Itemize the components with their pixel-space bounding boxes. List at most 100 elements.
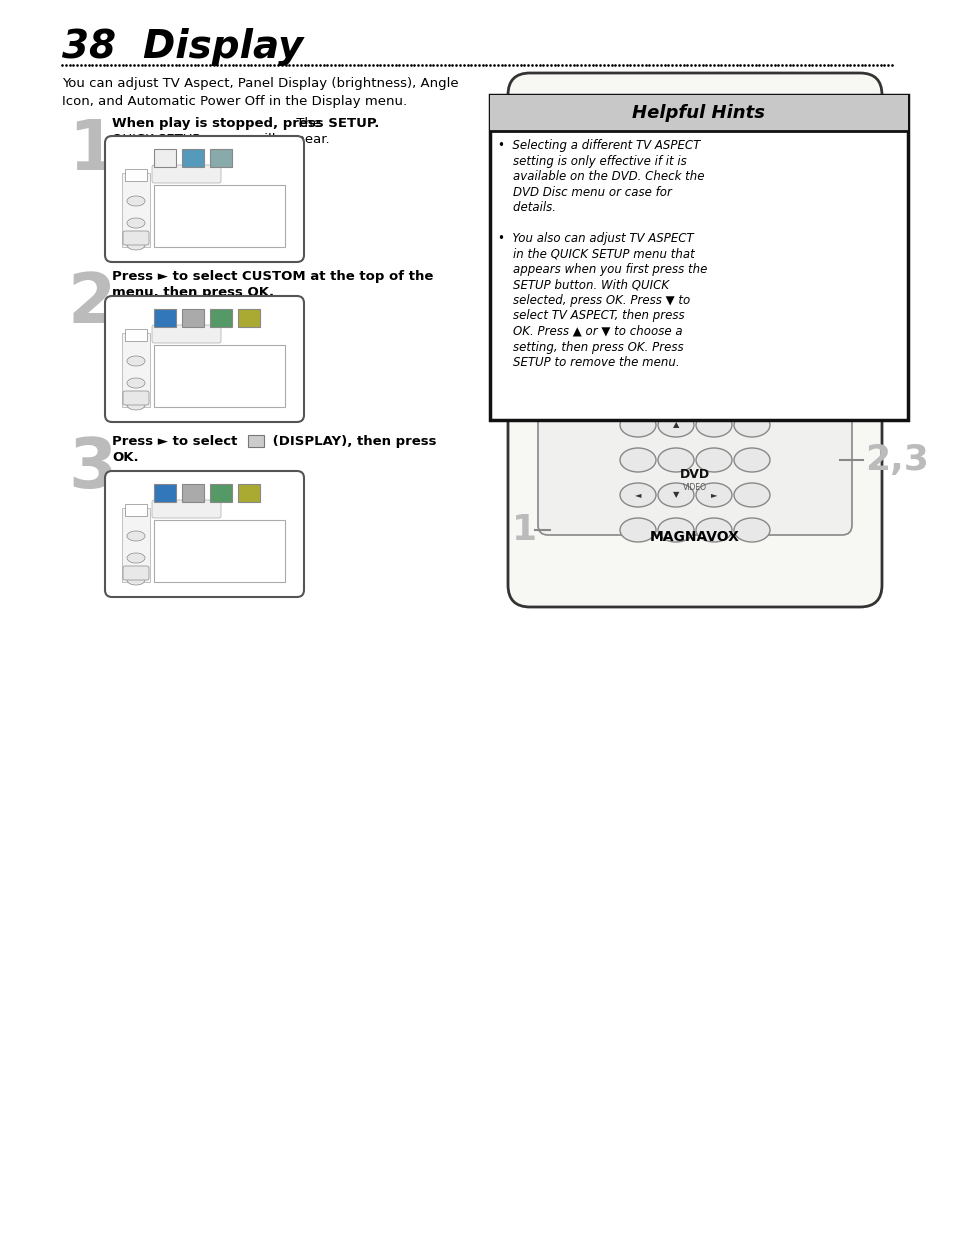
- Bar: [122, 173, 150, 247]
- Text: appears when you first press the: appears when you first press the: [497, 263, 706, 275]
- Text: When play is stopped, press SETUP.: When play is stopped, press SETUP.: [112, 117, 379, 130]
- Ellipse shape: [127, 378, 145, 388]
- Ellipse shape: [658, 517, 693, 542]
- Bar: [237, 309, 260, 327]
- Text: OK.: OK.: [112, 451, 138, 464]
- Text: ▼: ▼: [672, 490, 679, 499]
- Text: VIDEO: VIDEO: [682, 483, 706, 493]
- Ellipse shape: [733, 412, 769, 437]
- Text: details.: details.: [497, 201, 556, 214]
- Bar: [153, 149, 175, 167]
- Ellipse shape: [619, 343, 656, 367]
- Text: QUICK SETUP screen will appear.: QUICK SETUP screen will appear.: [112, 133, 330, 146]
- Ellipse shape: [733, 448, 769, 472]
- Bar: [210, 309, 232, 327]
- Text: 1: 1: [512, 513, 537, 547]
- FancyBboxPatch shape: [123, 566, 149, 580]
- Ellipse shape: [658, 483, 693, 508]
- FancyBboxPatch shape: [537, 156, 851, 535]
- Bar: [182, 149, 204, 167]
- Ellipse shape: [127, 196, 145, 206]
- Ellipse shape: [658, 448, 693, 472]
- Ellipse shape: [619, 412, 656, 437]
- Bar: [182, 484, 204, 501]
- Text: •  You also can adjust TV ASPECT: • You also can adjust TV ASPECT: [497, 232, 693, 245]
- Text: ■: ■: [690, 285, 699, 294]
- Text: ◄◄: ◄◄: [643, 261, 656, 269]
- Text: You can adjust TV Aspect, Panel Display (brightness), Angle
Icon, and Automatic : You can adjust TV Aspect, Panel Display …: [62, 77, 458, 107]
- Bar: [125, 169, 147, 182]
- Ellipse shape: [696, 412, 731, 437]
- Text: DVD Disc menu or case for: DVD Disc menu or case for: [497, 185, 671, 199]
- Text: The: The: [292, 117, 321, 130]
- Ellipse shape: [733, 483, 769, 508]
- Text: available on the DVD. Check the: available on the DVD. Check the: [497, 170, 703, 183]
- Text: 3: 3: [68, 435, 116, 501]
- Text: select TV ASPECT, then press: select TV ASPECT, then press: [497, 310, 684, 322]
- Ellipse shape: [658, 343, 693, 367]
- Ellipse shape: [696, 343, 731, 367]
- Ellipse shape: [697, 198, 732, 222]
- FancyBboxPatch shape: [152, 165, 221, 183]
- Ellipse shape: [127, 553, 145, 563]
- Text: ▶▶: ▶▶: [733, 261, 745, 269]
- Bar: [153, 309, 175, 327]
- Ellipse shape: [733, 343, 769, 367]
- Ellipse shape: [696, 448, 731, 472]
- Bar: [122, 333, 150, 408]
- Ellipse shape: [658, 412, 693, 437]
- Ellipse shape: [619, 448, 656, 472]
- Bar: [182, 309, 204, 327]
- Ellipse shape: [733, 308, 769, 332]
- FancyBboxPatch shape: [105, 471, 304, 597]
- Bar: [237, 484, 260, 501]
- Ellipse shape: [619, 159, 649, 182]
- Bar: [122, 480, 287, 503]
- Text: OK. Press ▲ or ▼ to choose a: OK. Press ▲ or ▼ to choose a: [497, 325, 682, 338]
- Text: setting is only effective if it is: setting is only effective if it is: [497, 154, 686, 168]
- FancyBboxPatch shape: [105, 296, 304, 422]
- Bar: [125, 504, 147, 516]
- Bar: [122, 146, 287, 168]
- Text: 38  Display: 38 Display: [62, 28, 303, 65]
- Text: menu, then press OK.: menu, then press OK.: [112, 287, 274, 299]
- Ellipse shape: [619, 378, 656, 403]
- Text: 2: 2: [68, 270, 116, 337]
- Bar: [490, 95, 907, 420]
- Ellipse shape: [619, 483, 656, 508]
- Text: 2,3: 2,3: [864, 443, 928, 477]
- Text: DVD: DVD: [679, 468, 709, 482]
- Bar: [153, 345, 285, 408]
- Ellipse shape: [718, 251, 761, 279]
- Bar: [153, 520, 285, 582]
- Text: MAGNAVOX: MAGNAVOX: [649, 530, 740, 543]
- Ellipse shape: [127, 531, 145, 541]
- Ellipse shape: [619, 308, 656, 332]
- Ellipse shape: [734, 198, 770, 222]
- Ellipse shape: [696, 483, 731, 508]
- Ellipse shape: [127, 356, 145, 366]
- FancyBboxPatch shape: [152, 325, 221, 343]
- Text: Press ► to select CUSTOM at the top of the: Press ► to select CUSTOM at the top of t…: [112, 270, 433, 283]
- Text: in the QUICK SETUP menu that: in the QUICK SETUP menu that: [497, 247, 694, 261]
- Bar: [122, 508, 150, 582]
- Bar: [210, 149, 232, 167]
- Ellipse shape: [659, 159, 689, 182]
- Ellipse shape: [659, 198, 695, 222]
- Bar: [153, 185, 285, 247]
- FancyBboxPatch shape: [123, 231, 149, 245]
- Ellipse shape: [741, 159, 771, 182]
- Ellipse shape: [619, 517, 656, 542]
- Text: ▶: ▶: [690, 262, 699, 272]
- Text: ▲: ▲: [672, 420, 679, 430]
- Ellipse shape: [127, 400, 145, 410]
- Bar: [153, 484, 175, 501]
- Text: Helpful Hints: Helpful Hints: [632, 104, 764, 122]
- Bar: [490, 95, 907, 131]
- Ellipse shape: [696, 308, 731, 332]
- Ellipse shape: [733, 378, 769, 403]
- Bar: [248, 435, 264, 447]
- Ellipse shape: [127, 219, 145, 228]
- Bar: [125, 329, 147, 341]
- Text: selected, press OK. Press ▼ to: selected, press OK. Press ▼ to: [497, 294, 690, 308]
